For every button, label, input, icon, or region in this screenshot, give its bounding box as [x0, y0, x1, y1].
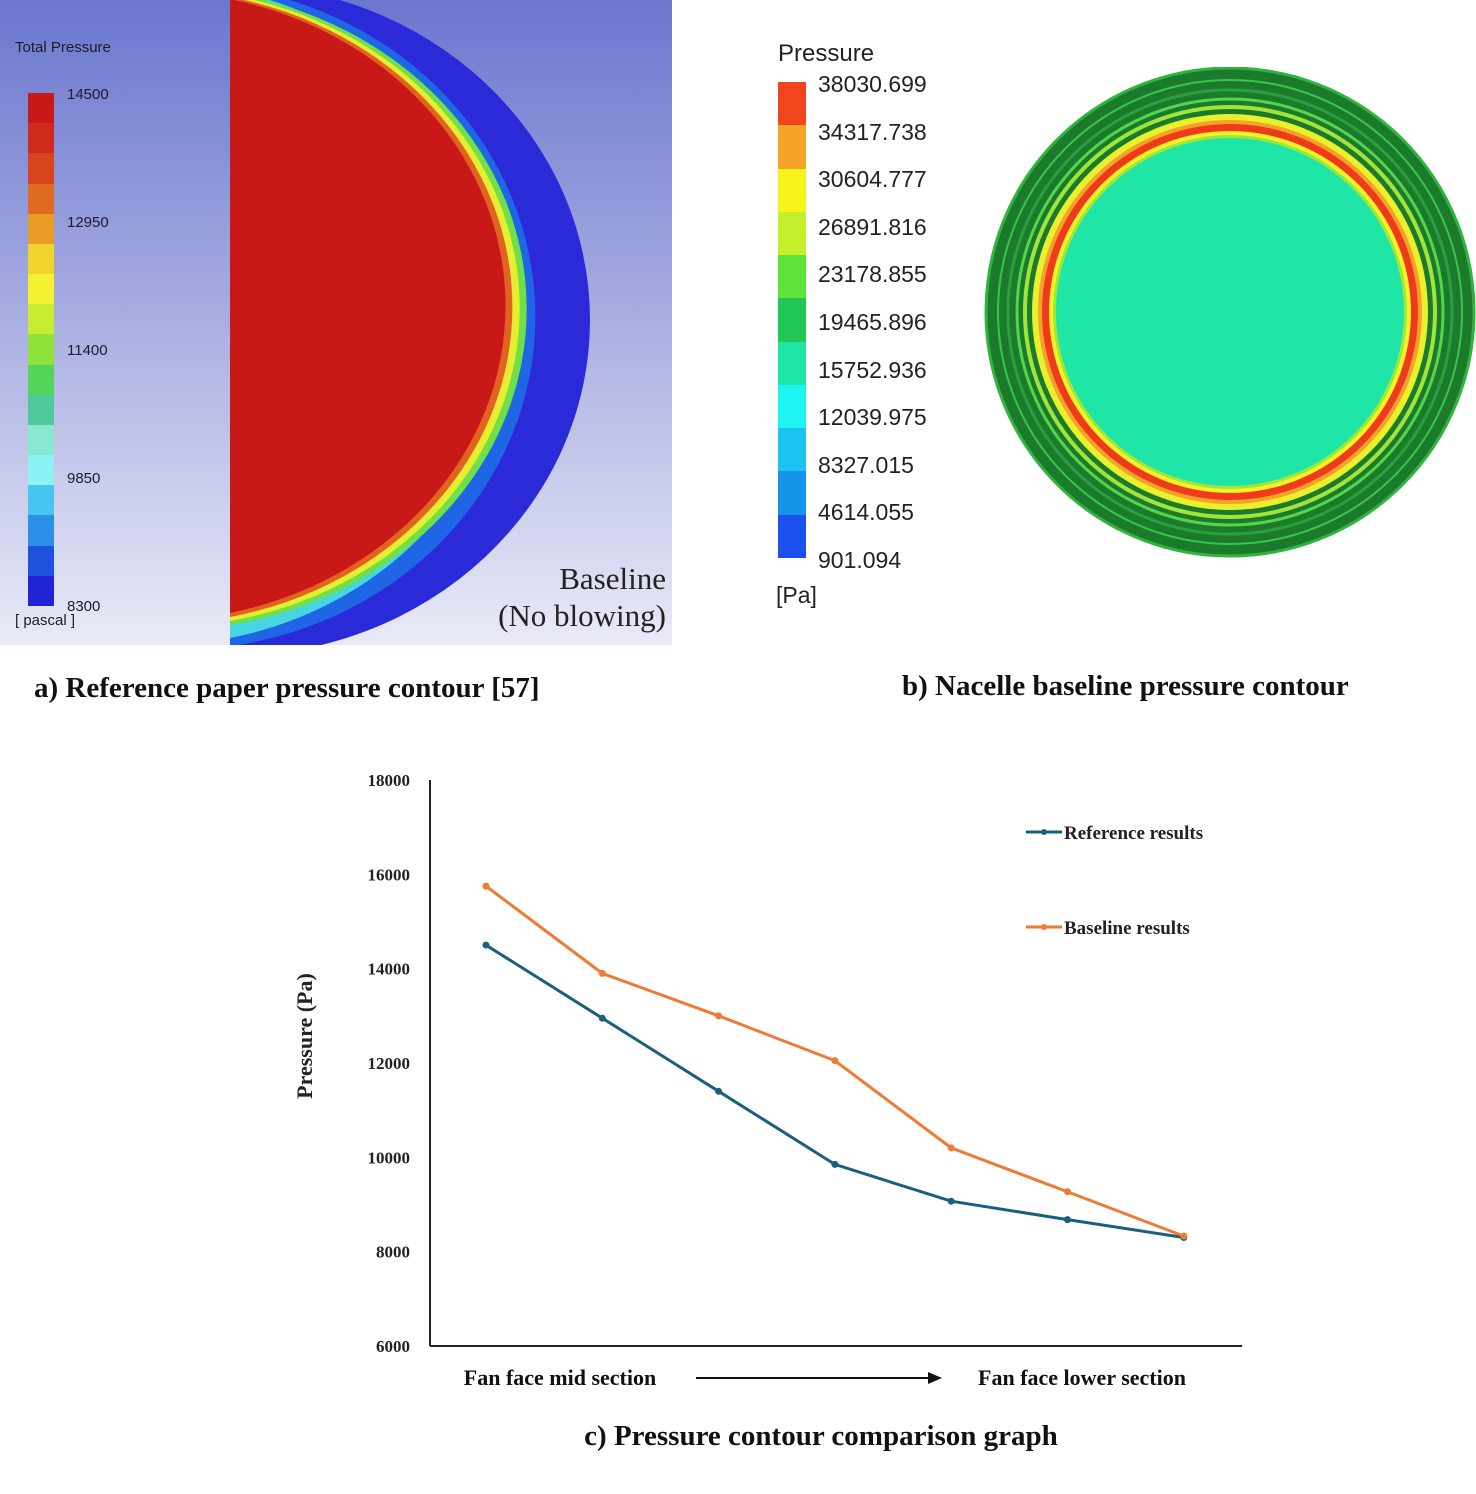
data-point [947, 1197, 955, 1205]
color-scale-band [28, 364, 54, 396]
color-scale-band [778, 341, 806, 386]
color-scale-band [28, 455, 54, 486]
data-point [715, 1087, 723, 1095]
color-scale-bar [28, 93, 54, 607]
data-point [598, 1014, 606, 1022]
color-scale-band [778, 514, 806, 559]
color-scale-band [778, 384, 806, 429]
color-scale-band [28, 575, 54, 607]
color-scale-band [28, 123, 54, 154]
color-scale-band [28, 545, 54, 577]
color-scale-band [778, 211, 806, 256]
y-axis-title: Pressure (Pa) [292, 973, 317, 1099]
legend-marker [1041, 829, 1047, 835]
y-axis-ticks: 18000 16000 14000 12000 10000 8000 6000 [368, 771, 411, 1356]
y-tick-label: 14000 [368, 960, 411, 979]
y-tick-label: 18000 [368, 771, 411, 790]
color-scale-band [28, 394, 54, 426]
legend-label: Reference results [1064, 823, 1203, 844]
color-scale-band [778, 168, 806, 213]
color-scale-band [28, 243, 54, 275]
color-scale-band [28, 213, 54, 245]
y-tick-label: 8000 [376, 1243, 410, 1262]
color-scale-band [28, 93, 54, 124]
legend-label: Baseline results [1064, 918, 1190, 939]
color-scale-band [778, 298, 806, 343]
legend-marker [1041, 924, 1047, 930]
nacelle-ring-contour [984, 67, 1476, 558]
legend-tick: 8300 [67, 598, 101, 615]
baseline-label-line2: (No blowing) [498, 598, 666, 633]
color-scale-band [28, 334, 54, 366]
color-scale-band [28, 515, 54, 547]
reference-contour-panel: Total Pressure 14500 12950 11400 9850 83… [0, 0, 672, 645]
series-line-reference [485, 943, 1185, 1239]
color-scale-band [28, 183, 54, 215]
baseline-label: Baseline (No blowing) [450, 560, 666, 634]
caption-a: a) Reference paper pressure contour [57] [34, 672, 540, 704]
nacelle-contour-panel: Pressure 38030.699 34317.738 30604.777 2689… [760, 0, 1476, 650]
color-scale-band [28, 304, 54, 335]
legend-tick: 12039.975 [818, 404, 927, 431]
color-scale-band [28, 485, 54, 516]
color-scale-band [28, 424, 54, 456]
legend-ticks: 38030.699 34317.738 30604.777 26891.816 2317… [760, 0, 1060, 650]
legend-tick: 4614.055 [818, 499, 914, 526]
legend-tick: 38030.699 [818, 71, 927, 97]
legend-tick: 19465.896 [818, 309, 927, 335]
x-direction-arrowhead [928, 1372, 942, 1384]
data-point [1064, 1216, 1071, 1224]
legend-tick: 9850 [67, 470, 101, 487]
color-scale-band [778, 428, 806, 472]
data-point [715, 1012, 723, 1020]
y-tick-label: 16000 [368, 865, 411, 884]
legend-tick: 34317.738 [818, 118, 927, 145]
series-layer [482, 882, 1188, 1242]
color-scale-band [28, 153, 54, 185]
legend-tick: 12950 [67, 214, 109, 231]
color-scale-band [778, 255, 806, 299]
legend-unit: [Pa] [776, 582, 817, 608]
x-axis-end-label: Fan face lower section [978, 1365, 1186, 1390]
color-scale-band [778, 125, 806, 170]
legend-title: Pressure [778, 40, 875, 67]
pressure-comparison-chart: 18000 16000 14000 12000 10000 8000 6000 Pressu… [292, 771, 1242, 1390]
legend-tick: 30604.777 [818, 166, 927, 193]
chart-legend: Reference results Baseline results [1026, 823, 1203, 939]
data-point [1064, 1188, 1071, 1196]
legend-tick: 8327.015 [818, 451, 914, 478]
legend-tick: 15752.936 [818, 356, 927, 383]
chart-title: c) Pressure contour comparison graph [584, 1420, 1058, 1452]
color-scale-band [778, 82, 806, 126]
caption-b: b) Nacelle baseline pressure contour [902, 670, 1349, 702]
data-point [831, 1057, 839, 1065]
color-scale-bar [778, 82, 806, 559]
baseline-label-line1: Baseline [559, 561, 666, 596]
y-tick-label: 6000 [376, 1337, 410, 1356]
data-point [947, 1144, 955, 1152]
color-scale-band [28, 274, 54, 305]
half-disc-contour [230, 0, 590, 645]
legend-tick: 26891.816 [818, 213, 927, 240]
y-tick-label: 10000 [368, 1148, 411, 1167]
x-axis-start-label: Fan face mid section [464, 1365, 656, 1390]
legend-tick: 901.094 [818, 547, 902, 573]
data-point [482, 941, 490, 949]
legend-tick: 14500 [67, 86, 109, 103]
legend-tick: 11400 [67, 342, 108, 359]
legend-title: Total Pressure [15, 39, 111, 56]
legend-unit: [ pascal ] [15, 612, 76, 629]
data-point [598, 969, 606, 977]
data-point [1180, 1232, 1188, 1240]
data-point [482, 882, 490, 890]
y-tick-label: 12000 [368, 1054, 411, 1073]
color-scale-band [778, 471, 806, 516]
legend-tick: 23178.855 [818, 261, 927, 288]
data-point [831, 1160, 839, 1168]
